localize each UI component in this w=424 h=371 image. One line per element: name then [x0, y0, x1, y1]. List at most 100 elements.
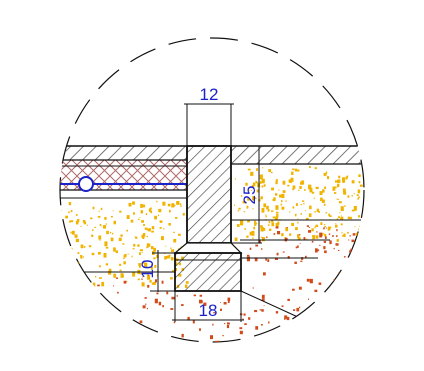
speckle [295, 170, 296, 172]
speckle [160, 220, 163, 222]
speckle [291, 223, 294, 226]
speckle [316, 322, 318, 324]
speckle [307, 335, 309, 337]
speckle [100, 315, 102, 317]
speckle [180, 206, 181, 207]
speckle [63, 313, 65, 316]
speckle [53, 235, 54, 236]
speckle [337, 180, 340, 183]
speckle [183, 213, 185, 216]
speckle [120, 318, 122, 320]
speckle [323, 227, 325, 229]
speckle [265, 215, 266, 216]
speckle [324, 187, 326, 190]
speckle [335, 287, 337, 289]
speckle [76, 221, 79, 225]
speckle [133, 212, 135, 214]
speckle [283, 181, 286, 185]
speckle [165, 246, 166, 247]
speckle [101, 332, 103, 335]
speckle [237, 224, 240, 227]
speckle [247, 255, 249, 256]
speckle [163, 228, 164, 229]
speckle [112, 233, 113, 235]
speckle [315, 225, 318, 227]
speckle [171, 249, 174, 252]
speckle [299, 186, 301, 189]
speckle [99, 211, 100, 212]
speckle [52, 209, 53, 210]
speckle [148, 228, 151, 231]
speckle [335, 180, 337, 182]
speckle [244, 314, 246, 316]
speckle [336, 243, 339, 246]
speckle [269, 229, 271, 231]
speckle [234, 205, 235, 206]
speckle [235, 238, 238, 242]
top-layer-left [40, 146, 187, 160]
speckle [352, 180, 355, 183]
speckle [167, 256, 170, 259]
speckle [171, 203, 174, 207]
speckle [346, 176, 348, 179]
speckle [90, 218, 92, 220]
speckle [65, 335, 68, 338]
speckle [160, 227, 162, 229]
speckle [152, 283, 155, 285]
speckle [152, 248, 153, 249]
wall [187, 146, 231, 243]
speckle [271, 222, 274, 226]
speckle [147, 285, 149, 288]
wall-base [175, 243, 241, 253]
speckle [140, 249, 143, 251]
speckle [316, 235, 319, 238]
speckle [252, 237, 253, 239]
speckle [284, 315, 287, 318]
speckle [170, 308, 173, 310]
speckle [60, 210, 62, 211]
speckle [227, 325, 229, 328]
speckle [299, 234, 301, 235]
speckle [343, 189, 346, 193]
speckle [276, 212, 279, 214]
speckle [307, 340, 309, 343]
speckle [53, 209, 56, 212]
speckle [76, 239, 79, 242]
speckle [106, 319, 107, 320]
speckle [132, 273, 135, 277]
speckle [304, 189, 305, 191]
speckle [119, 211, 121, 213]
speckle [141, 210, 143, 213]
speckle [84, 222, 86, 225]
speckle [245, 183, 247, 186]
speckle [335, 225, 338, 228]
speckle [314, 308, 315, 309]
speckle [348, 217, 350, 219]
speckle [147, 308, 148, 309]
speckle [99, 265, 101, 267]
speckle [255, 245, 258, 247]
speckle [161, 236, 164, 240]
speckle [312, 235, 315, 239]
speckle [273, 197, 275, 200]
speckle [96, 291, 99, 295]
speckle [334, 192, 336, 194]
speckle [297, 222, 298, 224]
speckle [182, 334, 184, 338]
speckle [306, 323, 308, 324]
speckle [62, 279, 64, 281]
speckle [142, 252, 143, 253]
speckle [350, 235, 351, 237]
speckle [254, 221, 256, 223]
speckle [139, 217, 140, 218]
speckle [194, 295, 196, 297]
speckle [113, 329, 116, 331]
speckle [289, 233, 291, 236]
speckle [58, 208, 59, 209]
speckle [100, 224, 102, 226]
speckle [156, 201, 157, 203]
speckle [358, 280, 359, 282]
speckle [277, 253, 279, 256]
speckle [322, 189, 325, 192]
speckle [104, 253, 107, 258]
